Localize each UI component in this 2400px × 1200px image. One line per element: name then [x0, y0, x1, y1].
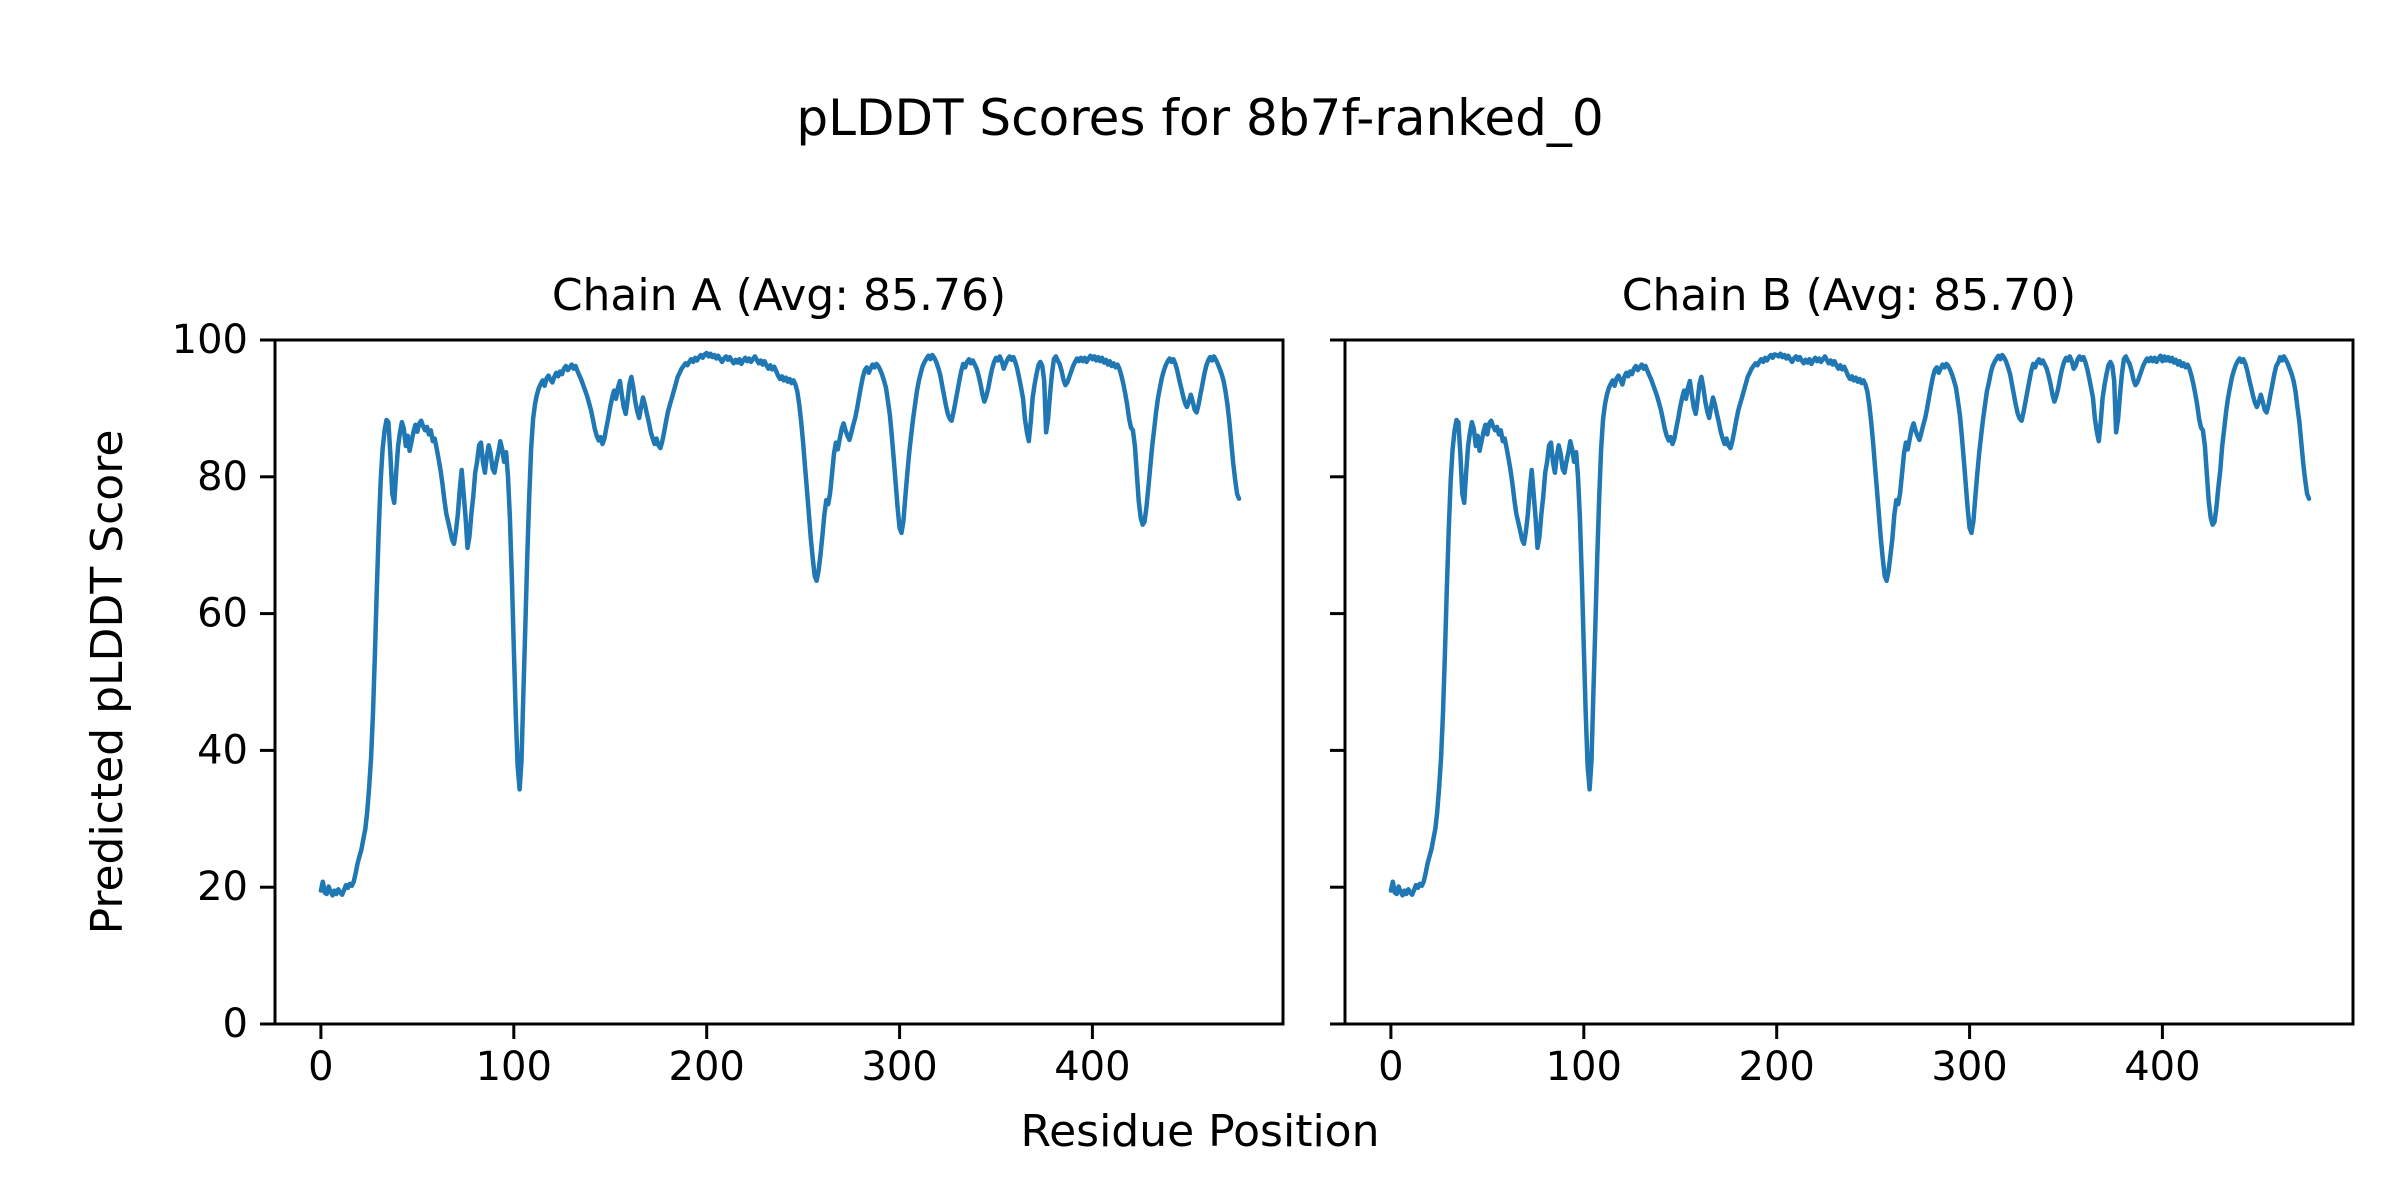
plddt-line	[1388, 351, 2312, 898]
x-tick-label: 400	[2124, 1044, 2200, 1090]
x-tick-label: 0	[1378, 1044, 1403, 1090]
y-tick-label: 20	[197, 864, 248, 910]
x-tick-label: 100	[476, 1044, 552, 1090]
axes-frame	[273, 338, 1285, 1026]
y-tick-label: 40	[197, 727, 248, 773]
plddt-line	[318, 350, 1242, 898]
axes-frame	[1343, 338, 2355, 1026]
x-tick-label: 0	[308, 1044, 333, 1090]
y-tick-label: 100	[172, 317, 248, 363]
y-tick-label: 80	[197, 454, 248, 500]
x-tick-label: 300	[861, 1044, 937, 1090]
y-tick-label: 60	[197, 591, 248, 637]
x-tick-label: 100	[1546, 1044, 1622, 1090]
chain-a-axes: 0 100 200 300 400 0 20 40 60 80 100	[172, 317, 1285, 1090]
x-tick-label: 300	[1931, 1044, 2007, 1090]
chain-a-title: Chain A (Avg: 85.76)	[551, 270, 1007, 321]
x-tick-label: 400	[1054, 1044, 1130, 1090]
y-tick-label: 0	[223, 1001, 248, 1047]
x-axis-label: Residue Position	[1020, 1106, 1380, 1157]
chain-b-title: Chain B (Avg: 85.70)	[1621, 270, 2077, 321]
chain-b-axes: 0 100 200 300 400	[1330, 338, 2355, 1090]
x-tick-label: 200	[669, 1044, 745, 1090]
x-tick-label: 200	[1739, 1044, 1815, 1090]
figure-title: pLDDT Scores for 8b7f-ranked_0	[796, 89, 1604, 147]
y-axis-label: Predicted pLDDT Score	[82, 429, 133, 935]
